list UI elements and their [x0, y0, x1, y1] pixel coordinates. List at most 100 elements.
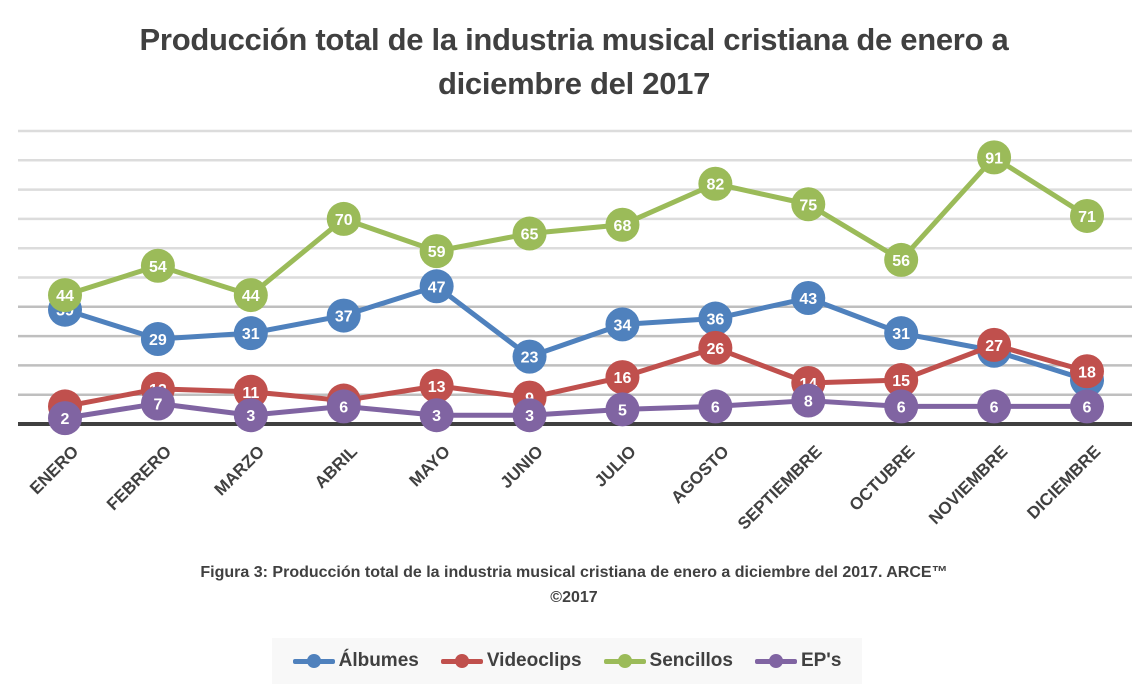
data-point[interactable] — [791, 383, 826, 418]
chart-title-line-1: Producción total de la industria musical… — [139, 22, 1009, 57]
data-point[interactable] — [512, 398, 547, 433]
data-label: 29 — [149, 332, 167, 349]
data-point[interactable] — [326, 201, 361, 236]
data-point[interactable] — [1070, 198, 1104, 233]
data-point[interactable] — [698, 330, 733, 365]
data-point[interactable] — [419, 398, 454, 433]
x-tick-label: SEPTIEMBRE — [734, 442, 826, 534]
chart-title: Producción total de la industria musical… — [0, 18, 1148, 106]
data-point[interactable] — [977, 389, 1012, 424]
data-point[interactable] — [419, 368, 454, 403]
data-point[interactable] — [605, 207, 640, 242]
data-label: 56 — [892, 253, 910, 270]
data-label: 34 — [614, 317, 632, 334]
data-label: 43 — [799, 291, 817, 308]
x-tick-label: AGOSTO — [667, 442, 732, 507]
data-label: 75 — [799, 197, 817, 214]
data-point[interactable] — [884, 363, 919, 398]
legend-label: EP's — [800, 650, 842, 671]
legend-item-videoclips[interactable]: Videoclips — [440, 650, 582, 672]
legend-line-marker-icon — [603, 654, 646, 668]
data-label: 91 — [985, 150, 1003, 167]
legend-item-sencillos[interactable]: Sencillos — [603, 650, 733, 672]
data-label: 8 — [804, 394, 813, 411]
legend-item-eps[interactable]: EP's — [754, 650, 842, 672]
data-point[interactable] — [884, 316, 919, 351]
data-label: 47 — [428, 279, 446, 296]
legend-item-albumes[interactable]: Álbumes — [292, 650, 419, 672]
data-label: 44 — [56, 288, 74, 305]
data-label: 37 — [335, 309, 353, 326]
data-point[interactable] — [512, 339, 547, 374]
data-point[interactable] — [884, 389, 919, 424]
data-point[interactable] — [48, 278, 82, 313]
data-point[interactable] — [605, 360, 640, 395]
data-point[interactable] — [698, 166, 733, 201]
data-point[interactable] — [884, 242, 919, 277]
data-point[interactable] — [791, 187, 826, 222]
legend: Álbumes Videoclips Sencillos EP's — [272, 638, 862, 684]
data-point[interactable] — [512, 216, 547, 251]
data-point[interactable] — [326, 389, 361, 424]
x-tick-label: JUNIO — [497, 442, 547, 492]
data-label: 59 — [428, 244, 446, 261]
data-label: 6 — [990, 399, 999, 416]
x-tick-label: FEBRERO — [103, 442, 175, 514]
data-point[interactable] — [698, 301, 733, 336]
data-label: 2 — [61, 411, 70, 428]
data-label: 31 — [892, 326, 910, 343]
data-label: 7 — [153, 396, 162, 413]
x-tick-label: NOVIEMBRE — [925, 442, 1011, 528]
data-point[interactable] — [1070, 354, 1104, 389]
data-label: 82 — [706, 177, 724, 194]
data-label: 3 — [525, 408, 534, 425]
data-label: 6 — [339, 399, 348, 416]
data-label: 54 — [149, 259, 167, 276]
legend-line-marker-icon — [440, 654, 483, 668]
legend-label: Videoclips — [486, 650, 582, 671]
data-point[interactable] — [791, 281, 826, 316]
data-label: 13 — [428, 379, 446, 396]
figure-caption: Figura 3: Producción total de la industr… — [0, 560, 1148, 610]
series-sencillos: 44 54 44 70 59 65 68 82 75 56 91 71 — [48, 140, 1104, 313]
data-point[interactable] — [140, 322, 175, 357]
data-point[interactable] — [233, 398, 268, 433]
data-point[interactable] — [977, 140, 1012, 175]
data-label: 6 — [711, 399, 720, 416]
data-label: 65 — [521, 227, 539, 244]
x-tick-label: MAYO — [406, 442, 454, 490]
legend-line-marker-icon — [292, 654, 335, 668]
series-line — [64, 154, 1089, 298]
data-point[interactable] — [140, 386, 175, 421]
x-tick-label: OCTUBRE — [846, 442, 919, 515]
data-point[interactable] — [233, 316, 268, 351]
data-point[interactable] — [326, 298, 361, 333]
chart-title-line-2: diciembre del 2017 — [437, 66, 711, 101]
legend-line-marker-icon — [754, 654, 797, 668]
data-point[interactable] — [605, 392, 640, 427]
data-point[interactable] — [140, 248, 175, 283]
data-label: 68 — [614, 218, 632, 235]
data-point[interactable] — [605, 307, 640, 342]
data-label: 23 — [521, 350, 539, 367]
legend-label: Álbumes — [338, 650, 419, 671]
data-point[interactable] — [48, 401, 82, 436]
data-label: 18 — [1078, 364, 1096, 381]
data-label: 6 — [1083, 399, 1092, 416]
data-point[interactable] — [977, 327, 1012, 362]
series-ep-s: 2 7 3 6 3 3 5 6 8 6 6 6 — [48, 383, 1104, 436]
gridlines — [18, 129, 1132, 396]
data-label: 3 — [432, 408, 441, 425]
data-point[interactable] — [698, 389, 733, 424]
data-label: 15 — [892, 373, 910, 390]
data-point[interactable] — [1070, 389, 1104, 424]
data-label: 3 — [246, 408, 255, 425]
data-point[interactable] — [233, 278, 268, 313]
data-point[interactable] — [233, 374, 268, 409]
series-line — [64, 398, 1087, 421]
data-point[interactable] — [419, 234, 454, 269]
line-chart: ENERO FEBRERO MARZO ABRIL MAYO JUNIO JULIO AGOS… — [18, 129, 1132, 534]
data-point[interactable] — [419, 269, 454, 304]
series--lbumes: 392931374723343643312515 — [48, 269, 1104, 398]
x-tick-label: ENERO — [26, 442, 82, 498]
